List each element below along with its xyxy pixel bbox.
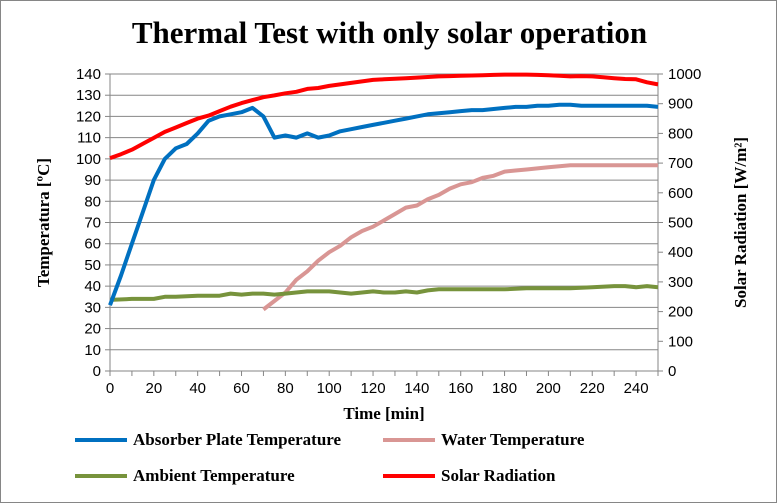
series-line-water-temperature	[262, 163, 658, 312]
x-tick-label: 100	[317, 380, 342, 397]
x-tick-label: 180	[492, 380, 517, 397]
x-tick-label: 120	[361, 380, 386, 397]
y-tick-label: 70	[84, 215, 101, 232]
y-tick-label: 110	[77, 130, 101, 147]
x-tick-label: 20	[145, 380, 162, 397]
y2-tick-label: 900	[668, 96, 693, 113]
y-tick-label: 90	[84, 172, 101, 189]
y-tick-label: 40	[84, 278, 101, 295]
x-tick-label: 220	[580, 380, 605, 397]
legend-swatch	[75, 474, 127, 478]
y2-tick-label: 0	[668, 363, 676, 380]
y2-tick-label: 100	[668, 333, 693, 350]
x-tick-label: 60	[233, 380, 250, 397]
series-line-solar-radiation	[109, 72, 659, 160]
legend-item-solar: Solar Radiation	[383, 466, 555, 486]
y2-tick-label: 800	[668, 125, 693, 142]
y-tick-label: 60	[84, 236, 101, 253]
x-tick-label: 160	[448, 380, 473, 397]
y-tick-label: 0	[93, 363, 101, 380]
y2-tick-label: 1000	[668, 66, 701, 83]
x-tick-label: 0	[106, 380, 114, 397]
x-tick-label: 80	[277, 380, 294, 397]
x-tick-label: 240	[624, 380, 649, 397]
x-axis-label: Time [min]	[343, 404, 424, 423]
y2-tick-label: 600	[668, 185, 693, 202]
y-tick-label: 130	[76, 87, 101, 104]
legend-swatch	[383, 438, 435, 442]
legend-label: Absorber Plate Temperature	[133, 430, 342, 449]
y2-tick-label: 700	[668, 155, 693, 172]
series-line-ambient-temperature	[109, 284, 659, 302]
y-axis-label: Temperatura [ºC]	[34, 158, 53, 287]
y2-tick-label: 500	[668, 215, 693, 232]
x-tick-label: 200	[536, 380, 561, 397]
legend-item-water: Water Temperature	[383, 430, 584, 450]
x-tick-label: 140	[404, 380, 429, 397]
legend-label: Ambient Temperature	[133, 466, 295, 485]
legend-label: Solar Radiation	[441, 466, 556, 485]
y-tick-label: 10	[84, 342, 101, 359]
x-tick-label: 40	[189, 380, 206, 397]
y-tick-label: 120	[76, 108, 101, 125]
legend-swatch	[383, 474, 435, 478]
y-tick-label: 100	[76, 151, 101, 168]
y2-tick-label: 400	[668, 244, 693, 261]
legend-item-ambient: Ambient Temperature	[75, 466, 295, 486]
y-tick-label: 20	[84, 321, 101, 338]
chart-title: Thermal Test with only solar operation	[131, 15, 648, 50]
y-tick-label: 50	[84, 257, 101, 274]
legend-label: Water Temperature	[441, 430, 585, 449]
y2-tick-label: 200	[668, 304, 693, 321]
y2-tick-label: 300	[668, 274, 693, 291]
y-tick-label: 30	[84, 299, 101, 316]
series-line-absorber-plate-temperature	[108, 102, 659, 306]
legend-swatch	[75, 438, 127, 442]
y-tick-label: 80	[84, 193, 101, 210]
y-tick-label: 140	[76, 66, 101, 83]
y2-axis-label: Solar Radiation [W/m²]	[731, 137, 750, 308]
legend-item-absorber: Absorber Plate Temperature	[75, 430, 341, 450]
